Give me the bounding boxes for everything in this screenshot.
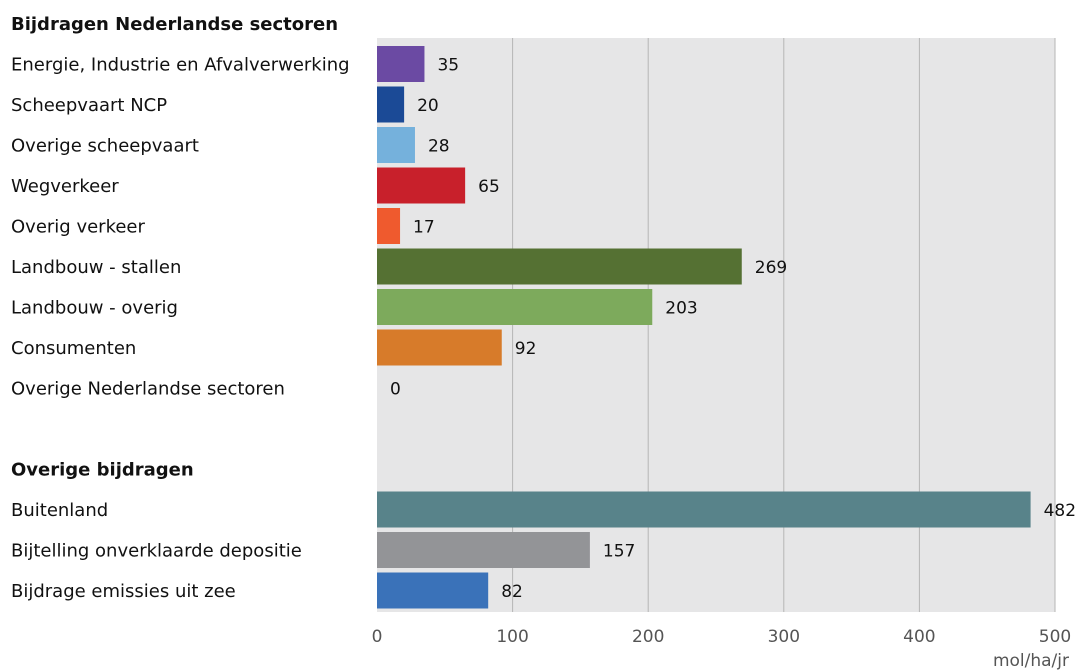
category-label: Overige scheepvaart [11, 136, 199, 157]
bar [377, 572, 489, 609]
bars [377, 46, 1031, 609]
value-label: 28 [428, 137, 450, 157]
category-label: Overig verkeer [11, 217, 146, 238]
value-label: 82 [501, 582, 523, 602]
group-heading: Overige bijdragen [11, 460, 194, 481]
category-label: Energie, Industrie en Afvalverwerking [11, 55, 350, 76]
value-label: 203 [665, 299, 697, 319]
x-axis-ticks: 0 100 200 300 400 500 [372, 627, 1072, 647]
value-label: 35 [437, 56, 459, 76]
category-label: Landbouw - overig [11, 298, 178, 319]
x-tick-label: 200 [632, 627, 664, 647]
bar [377, 167, 466, 204]
value-label: 20 [417, 96, 439, 116]
group-heading: Bijdragen Nederlandse sectoren [11, 14, 338, 35]
bar [377, 248, 742, 285]
x-tick-label: 100 [496, 627, 528, 647]
bar [377, 491, 1031, 528]
category-label: Buitenland [11, 500, 108, 521]
value-label: 482 [1044, 501, 1076, 521]
x-tick-label: 0 [372, 627, 383, 647]
x-axis-unit: mol/ha/jr [993, 651, 1069, 670]
value-label: 157 [603, 542, 635, 562]
bar [377, 208, 401, 244]
value-label: 0 [390, 380, 401, 400]
bar [377, 46, 425, 82]
bar [377, 289, 653, 325]
category-label: Consumenten [11, 338, 136, 359]
category-label: Wegverkeer [11, 176, 119, 197]
category-label: Overige Nederlandse sectoren [11, 379, 285, 400]
category-label: Bijtelling onverklaarde depositie [11, 541, 302, 562]
value-label: 92 [515, 339, 537, 359]
x-tick-label: 300 [768, 627, 800, 647]
x-tick-label: 400 [903, 627, 935, 647]
category-label: Landbouw - stallen [11, 257, 181, 278]
value-label: 65 [478, 177, 500, 197]
category-label: Scheepvaart NCP [11, 95, 167, 116]
bar [377, 86, 405, 123]
value-label: 269 [755, 258, 787, 278]
value-labels: 35 20 28 65 17 269 203 92 0 482 157 82 [390, 56, 1076, 603]
x-tick-label: 500 [1039, 627, 1071, 647]
bar [377, 329, 502, 366]
bar [377, 532, 590, 568]
category-label: Bijdrage emissies uit zee [11, 581, 236, 602]
bar [377, 127, 415, 163]
value-label: 17 [413, 218, 435, 238]
category-labels: Bijdragen Nederlandse sectoren Energie, I… [11, 14, 350, 602]
